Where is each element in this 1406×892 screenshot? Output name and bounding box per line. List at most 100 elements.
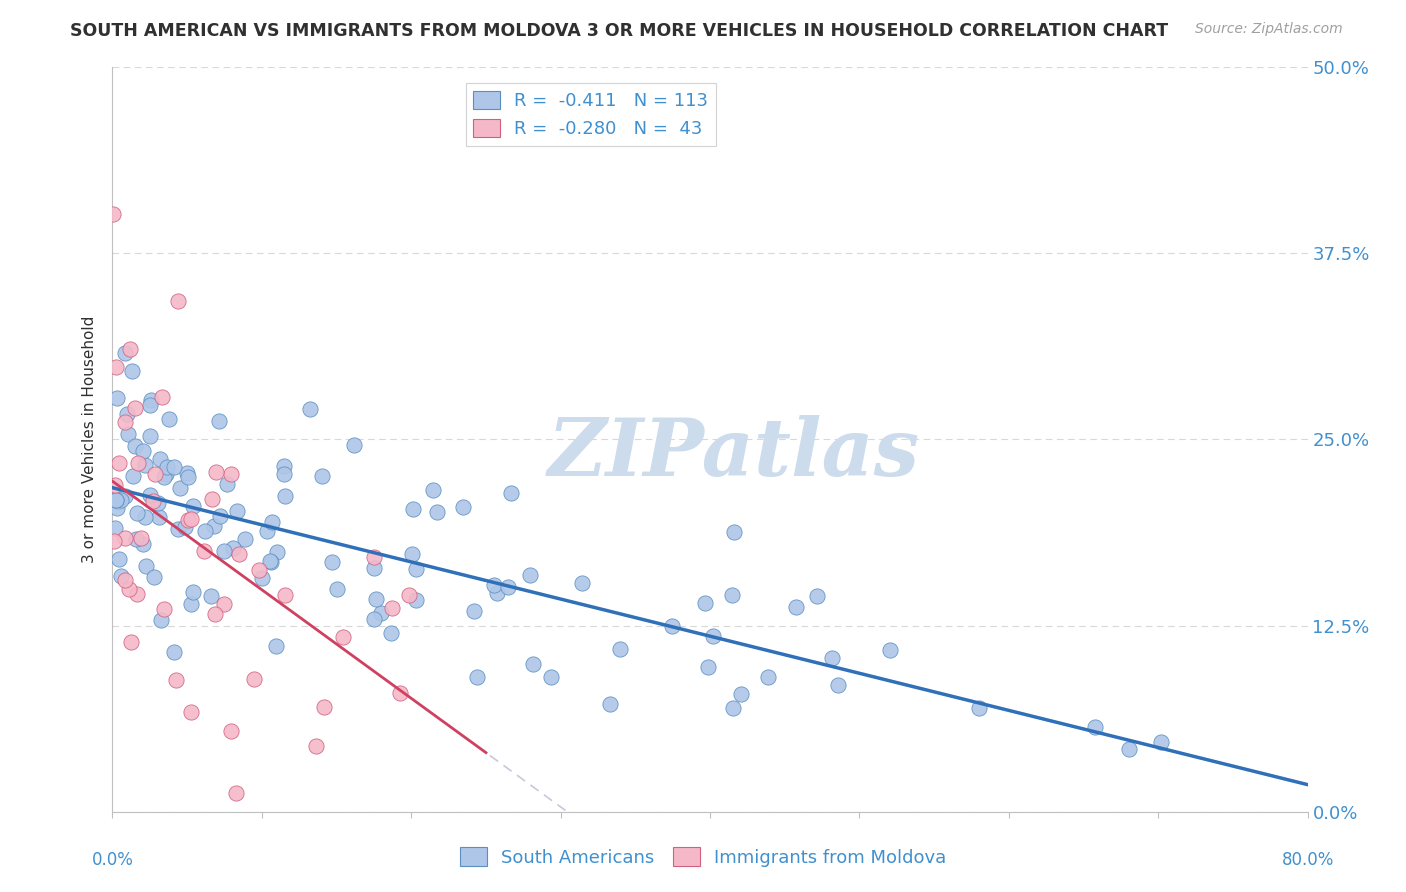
Point (204, 607, 226, 621)
Point (314, 699, 336, 714)
Point (132, 444, 155, 458)
Point (122, 469, 145, 483)
Point (326, 582, 349, 597)
Point (165, 673, 187, 688)
Point (522, 657, 544, 671)
Point (225, 786, 247, 800)
Point (139, 429, 162, 443)
Point (496, 580, 519, 594)
Point (1118, 742, 1140, 756)
Point (149, 451, 172, 466)
Point (150, 390, 173, 404)
Point (273, 489, 295, 503)
Point (177, 470, 200, 484)
Point (260, 555, 283, 569)
Point (343, 437, 366, 451)
Point (127, 456, 149, 470)
Point (405, 593, 427, 607)
Point (402, 502, 425, 516)
Point (114, 531, 136, 545)
Point (159, 412, 181, 426)
Point (107, 500, 129, 515)
Point (110, 569, 132, 583)
Point (571, 576, 593, 591)
Point (104, 478, 127, 492)
Point (259, 554, 281, 568)
Point (273, 458, 295, 473)
Point (485, 586, 508, 600)
Point (155, 467, 177, 482)
Point (250, 571, 273, 585)
Point (256, 524, 278, 539)
Point (482, 578, 505, 592)
Point (114, 415, 136, 429)
Point (117, 426, 139, 441)
Point (180, 512, 202, 526)
Point (114, 346, 136, 360)
Point (110, 492, 132, 507)
Point (148, 510, 170, 524)
Text: SOUTH AMERICAN VS IMMIGRANTS FROM MOLDOVA 3 OR MORE VEHICLES IN HOUSEHOLD CORREL: SOUTH AMERICAN VS IMMIGRANTS FROM MOLDOV… (70, 22, 1168, 40)
Point (101, 207, 124, 221)
Point (388, 686, 411, 700)
Point (139, 488, 162, 502)
Point (181, 585, 204, 599)
Point (785, 599, 807, 614)
Point (180, 598, 202, 612)
Point (163, 459, 186, 474)
Point (153, 470, 176, 484)
Text: ZIPatlas: ZIPatlas (548, 416, 920, 493)
Point (181, 499, 204, 513)
Point (696, 659, 718, 673)
Point (225, 504, 247, 518)
Point (201, 491, 224, 506)
Point (364, 592, 387, 607)
Point (103, 533, 125, 548)
Point (721, 701, 744, 715)
Point (169, 481, 191, 495)
Point (599, 697, 621, 711)
Point (131, 537, 153, 551)
Point (321, 555, 343, 569)
Point (273, 467, 295, 482)
Point (827, 678, 849, 692)
Point (422, 483, 444, 498)
Point (125, 587, 148, 601)
Point (193, 544, 215, 558)
Y-axis label: 3 or more Vehicles in Household: 3 or more Vehicles in Household (82, 316, 97, 563)
Point (134, 509, 156, 524)
Point (299, 402, 322, 417)
Point (143, 570, 166, 584)
Point (609, 641, 631, 656)
Text: 80.0%: 80.0% (1281, 851, 1334, 869)
Point (702, 628, 724, 642)
Point (120, 635, 142, 649)
Point (107, 551, 129, 566)
Point (381, 601, 404, 615)
Point (540, 670, 562, 684)
Point (260, 515, 283, 529)
Point (145, 467, 167, 481)
Point (104, 360, 127, 375)
Point (104, 493, 127, 508)
Point (723, 524, 745, 539)
Point (274, 588, 297, 602)
Point (124, 439, 146, 453)
Point (108, 456, 131, 470)
Point (205, 465, 228, 479)
Point (363, 561, 385, 575)
Point (730, 687, 752, 701)
Point (499, 486, 522, 500)
Point (398, 588, 420, 602)
Point (243, 672, 266, 686)
Point (519, 568, 541, 582)
Point (124, 401, 146, 415)
Point (204, 518, 226, 533)
Point (219, 724, 242, 739)
Point (114, 489, 136, 503)
Point (142, 494, 165, 508)
Point (661, 619, 683, 633)
Point (219, 467, 242, 482)
Point (401, 547, 423, 561)
Point (107, 495, 129, 509)
